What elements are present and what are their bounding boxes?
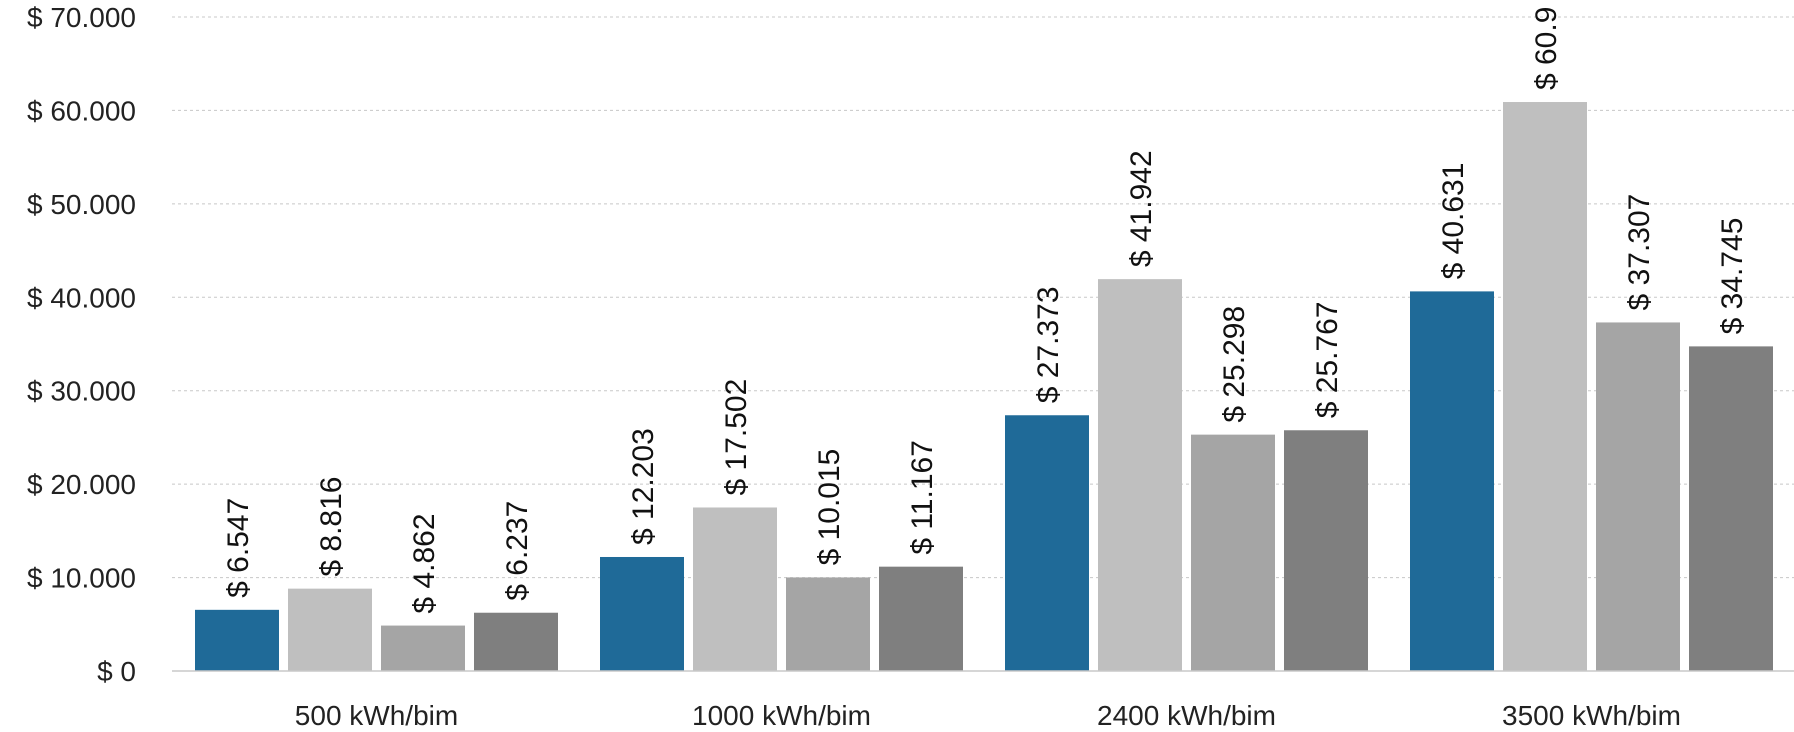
- bar: [1098, 279, 1182, 671]
- y-tick-label: $ 70.000: [27, 2, 136, 33]
- bar: [693, 507, 777, 671]
- bar: [600, 556, 684, 671]
- bar: [381, 625, 465, 671]
- bar: [1596, 322, 1680, 671]
- data-label: $ 8.816: [315, 477, 348, 577]
- x-category-label: 2400 kWh/bim: [1097, 700, 1276, 731]
- bar: [474, 612, 558, 671]
- data-label: $ 4.862: [408, 513, 441, 613]
- x-category-label: 500 kWh/bim: [295, 700, 458, 731]
- y-tick-label: $ 60.000: [27, 95, 136, 126]
- data-label: $ 25.298: [1218, 306, 1251, 423]
- x-category-label: 1000 kWh/bim: [692, 700, 871, 731]
- data-label: $ 60.9: [1530, 7, 1563, 90]
- data-labels: $ 6.547 $ 8.816 $ 4.862 $ 6.237 $ 12.203 $ 17…: [222, 7, 1749, 614]
- bar: [1689, 346, 1773, 671]
- data-label: $ 12.203: [627, 428, 660, 545]
- y-tick-label: $ 40.000: [27, 282, 136, 313]
- bar: [1503, 102, 1587, 671]
- bar: [1191, 434, 1275, 671]
- data-label: $ 41.942: [1125, 150, 1158, 267]
- data-label: $ 37.307: [1623, 194, 1656, 311]
- data-label: $ 40.631: [1437, 163, 1470, 280]
- data-label: $ 10.015: [813, 449, 846, 566]
- y-tick-label: $ 10.000: [27, 563, 136, 594]
- bar: [1005, 415, 1089, 671]
- y-tick-label: $ 50.000: [27, 189, 136, 220]
- data-label: $ 25.767: [1311, 301, 1344, 418]
- bar: [1410, 291, 1494, 671]
- bar: [786, 577, 870, 671]
- data-label: $ 17.502: [720, 379, 753, 496]
- bar: [288, 588, 372, 671]
- data-label: $ 27.373: [1032, 286, 1065, 403]
- y-tick-label: $ 30.000: [27, 376, 136, 407]
- data-label: $ 34.745: [1716, 218, 1749, 335]
- y-tick-label: $ 20.000: [27, 469, 136, 500]
- bar: [1284, 430, 1368, 671]
- bars: [195, 102, 1773, 671]
- data-label: $ 6.547: [222, 498, 255, 598]
- data-label: $ 11.167: [906, 440, 939, 555]
- bar: [879, 566, 963, 671]
- x-category-label: 3500 kWh/bim: [1502, 700, 1681, 731]
- gridlines: [172, 16, 1794, 579]
- data-label: $ 6.237: [501, 501, 534, 601]
- y-tick-label: $ 0: [97, 656, 136, 687]
- x-axis-category-labels: 500 kWh/bim 1000 kWh/bim 2400 kWh/bim 3500 …: [295, 700, 1681, 731]
- bar: [195, 609, 279, 671]
- y-axis-tick-labels: $ 0 $ 10.000 $ 20.000 $ 30.000 $ 40.000 $ 50.…: [27, 2, 136, 687]
